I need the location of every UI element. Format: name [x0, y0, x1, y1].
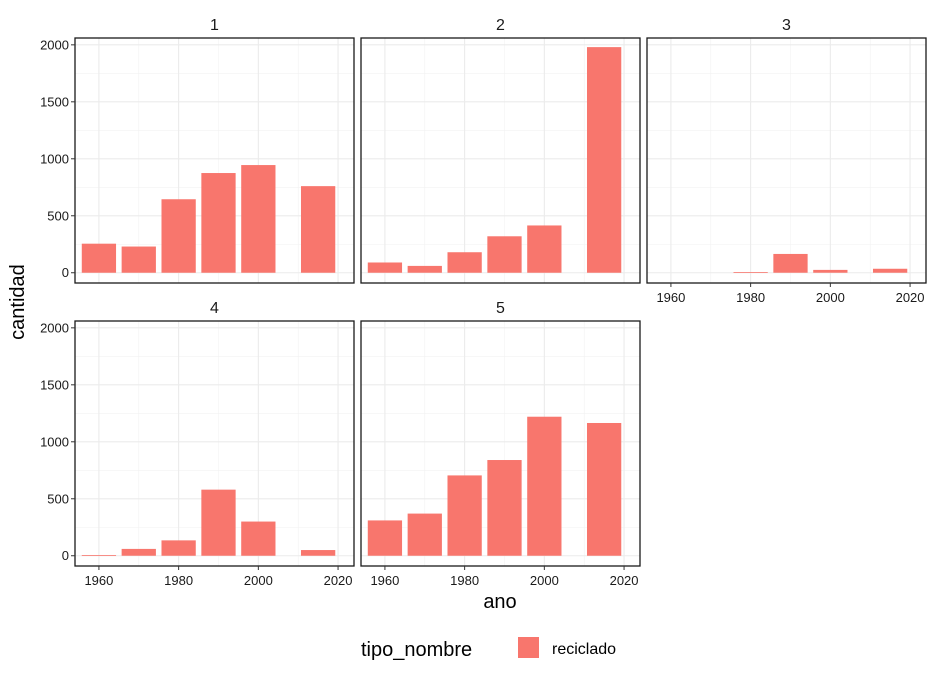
- bar-2-2015: [586, 47, 622, 273]
- facet-panel-2: 2: [360, 17, 641, 284]
- y-tick-label: 1500: [40, 94, 69, 109]
- x-tick-label: 2000: [530, 573, 559, 588]
- bar-4-2015: [300, 550, 336, 556]
- legend-title: tipo_nombre: [361, 639, 472, 661]
- bar-2-1960: [367, 262, 403, 273]
- bar-1-1970: [121, 246, 156, 273]
- panel-border: [74, 320, 355, 567]
- legend-label-reciclado: reciclado: [552, 641, 616, 658]
- facet-strip-label: 1: [210, 17, 219, 34]
- y-tick-label: 2000: [40, 320, 69, 335]
- bar-4-2000: [241, 521, 276, 556]
- bar-3-1990: [773, 253, 808, 273]
- facet-strip-label: 3: [782, 17, 791, 34]
- y-tick-label: 0: [62, 548, 69, 563]
- x-tick-label: 2000: [816, 290, 845, 305]
- facet-strip-label: 5: [496, 300, 505, 317]
- bar-2-1990: [487, 236, 522, 273]
- facet-panel-4: 4 0 500 1000 1500 2000 1960 1980 2000 2020: [40, 300, 355, 588]
- facet-strip-label: 2: [496, 17, 505, 34]
- bar-4-1990: [201, 489, 236, 556]
- bar-1-1990: [201, 173, 236, 273]
- y-tick-label: 500: [47, 208, 69, 223]
- bar-5-2000: [527, 416, 562, 556]
- bar-5-1960: [367, 520, 403, 556]
- facet-panels: 1 0 500 1000 1500 2000 2 3 1960 1980 2000 2020 4 0 500…: [40, 17, 927, 588]
- bar-3-2000: [813, 269, 848, 273]
- x-tick-label: 2020: [896, 290, 925, 305]
- legend-key-reciclado: [518, 637, 539, 658]
- panel-border: [646, 37, 927, 284]
- x-tick-label: 1980: [736, 290, 765, 305]
- y-axis-title: cantidad: [7, 264, 29, 340]
- panel-border: [360, 37, 641, 284]
- y-tick-label: 1000: [40, 434, 69, 449]
- x-tick-label: 2020: [324, 573, 353, 588]
- bar-3-2015: [872, 268, 908, 273]
- panel-border: [360, 320, 641, 567]
- bar-4-1960: [81, 555, 117, 556]
- bar-5-1970: [407, 513, 442, 556]
- bar-1-2000: [241, 165, 276, 273]
- bar-4-1970: [121, 548, 156, 556]
- bar-1-1980: [161, 199, 196, 273]
- facet-panel-3: 3 1960 1980 2000 2020: [646, 17, 927, 305]
- panel-border: [74, 37, 355, 284]
- y-tick-label: 0: [62, 265, 69, 280]
- x-tick-label: 2000: [244, 573, 273, 588]
- x-tick-label: 1960: [370, 573, 399, 588]
- legend: tipo_nombre reciclado: [361, 637, 616, 661]
- x-tick-label: 1980: [164, 573, 193, 588]
- bar-5-1990: [487, 460, 522, 556]
- x-tick-label: 1960: [656, 290, 685, 305]
- x-tick-label: 1980: [450, 573, 479, 588]
- bar-5-1980: [447, 475, 482, 556]
- x-tick-label: 2020: [610, 573, 639, 588]
- bar-1-1960: [81, 243, 117, 273]
- y-tick-label: 2000: [40, 37, 69, 52]
- bar-2-1970: [407, 265, 442, 273]
- y-tick-label: 1500: [40, 377, 69, 392]
- y-tick-label: 1000: [40, 151, 69, 166]
- bar-4-1980: [161, 540, 196, 556]
- x-tick-label: 1960: [84, 573, 113, 588]
- facet-panel-5: 5 1960 1980 2000 2020: [360, 300, 641, 588]
- x-axis-title: ano: [483, 591, 516, 613]
- bar-1-2015: [300, 186, 336, 273]
- bar-2-2000: [527, 225, 562, 273]
- bar-3-1980: [733, 272, 768, 273]
- panel-background: [647, 38, 926, 283]
- bar-5-2015: [586, 422, 622, 556]
- y-tick-label: 500: [47, 491, 69, 506]
- facet-strip-label: 4: [210, 300, 219, 317]
- facet-panel-1: 1 0 500 1000 1500 2000: [40, 17, 355, 284]
- bar-2-1980: [447, 252, 482, 273]
